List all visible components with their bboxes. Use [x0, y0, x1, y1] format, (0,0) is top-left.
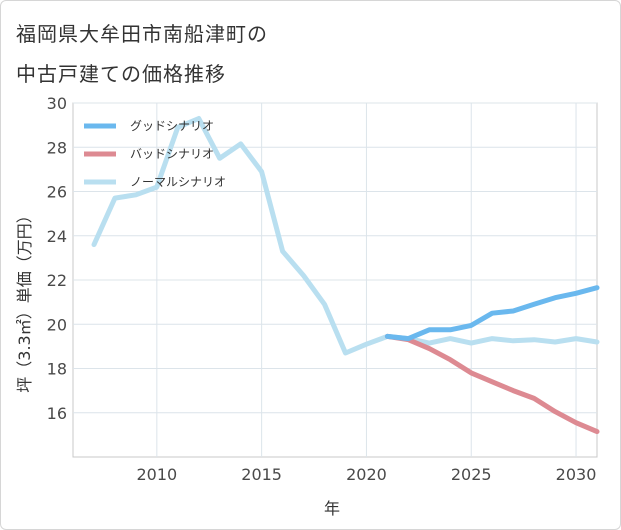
series-layer — [91, 116, 600, 435]
chart-title-line-2: 中古戸建ての価格推移 — [16, 62, 226, 86]
y-tick-label: 26 — [47, 183, 67, 202]
y-tick-label: 30 — [47, 94, 67, 113]
y-tick-label: 18 — [47, 360, 67, 379]
x-tick-label: 2030 — [556, 465, 597, 484]
y-tick-label: 28 — [47, 138, 67, 157]
x-tick-label: 2020 — [346, 465, 387, 484]
y-tick-label: 16 — [47, 404, 67, 423]
legend-label-2: ノーマルシナリオ — [130, 175, 226, 189]
series-line-0 — [384, 285, 600, 342]
x-tick-label: 2010 — [136, 465, 177, 484]
y-axis-label: 坪（3.3㎡）単価（万円） — [15, 207, 34, 392]
axis-ticks: 16 18 20 22 24 26 28 30 2010 2015 2020 2025 2030 — [47, 94, 597, 484]
x-tick-label: 2015 — [241, 465, 282, 484]
legend-label-0: グッドシナリオ — [130, 119, 214, 133]
grid — [73, 102, 597, 457]
chart-title-line-1: 福岡県大牟田市南船津町の — [16, 22, 268, 46]
x-tick-label: 2025 — [451, 465, 492, 484]
y-tick-label: 24 — [47, 227, 67, 246]
series-line-2 — [91, 116, 600, 356]
x-axis-label: 年 — [324, 499, 340, 518]
y-tick-label: 20 — [47, 315, 67, 334]
legend-label-1: バッドシナリオ — [130, 147, 214, 161]
y-tick-label: 22 — [47, 271, 67, 290]
series-line-1 — [384, 333, 600, 435]
